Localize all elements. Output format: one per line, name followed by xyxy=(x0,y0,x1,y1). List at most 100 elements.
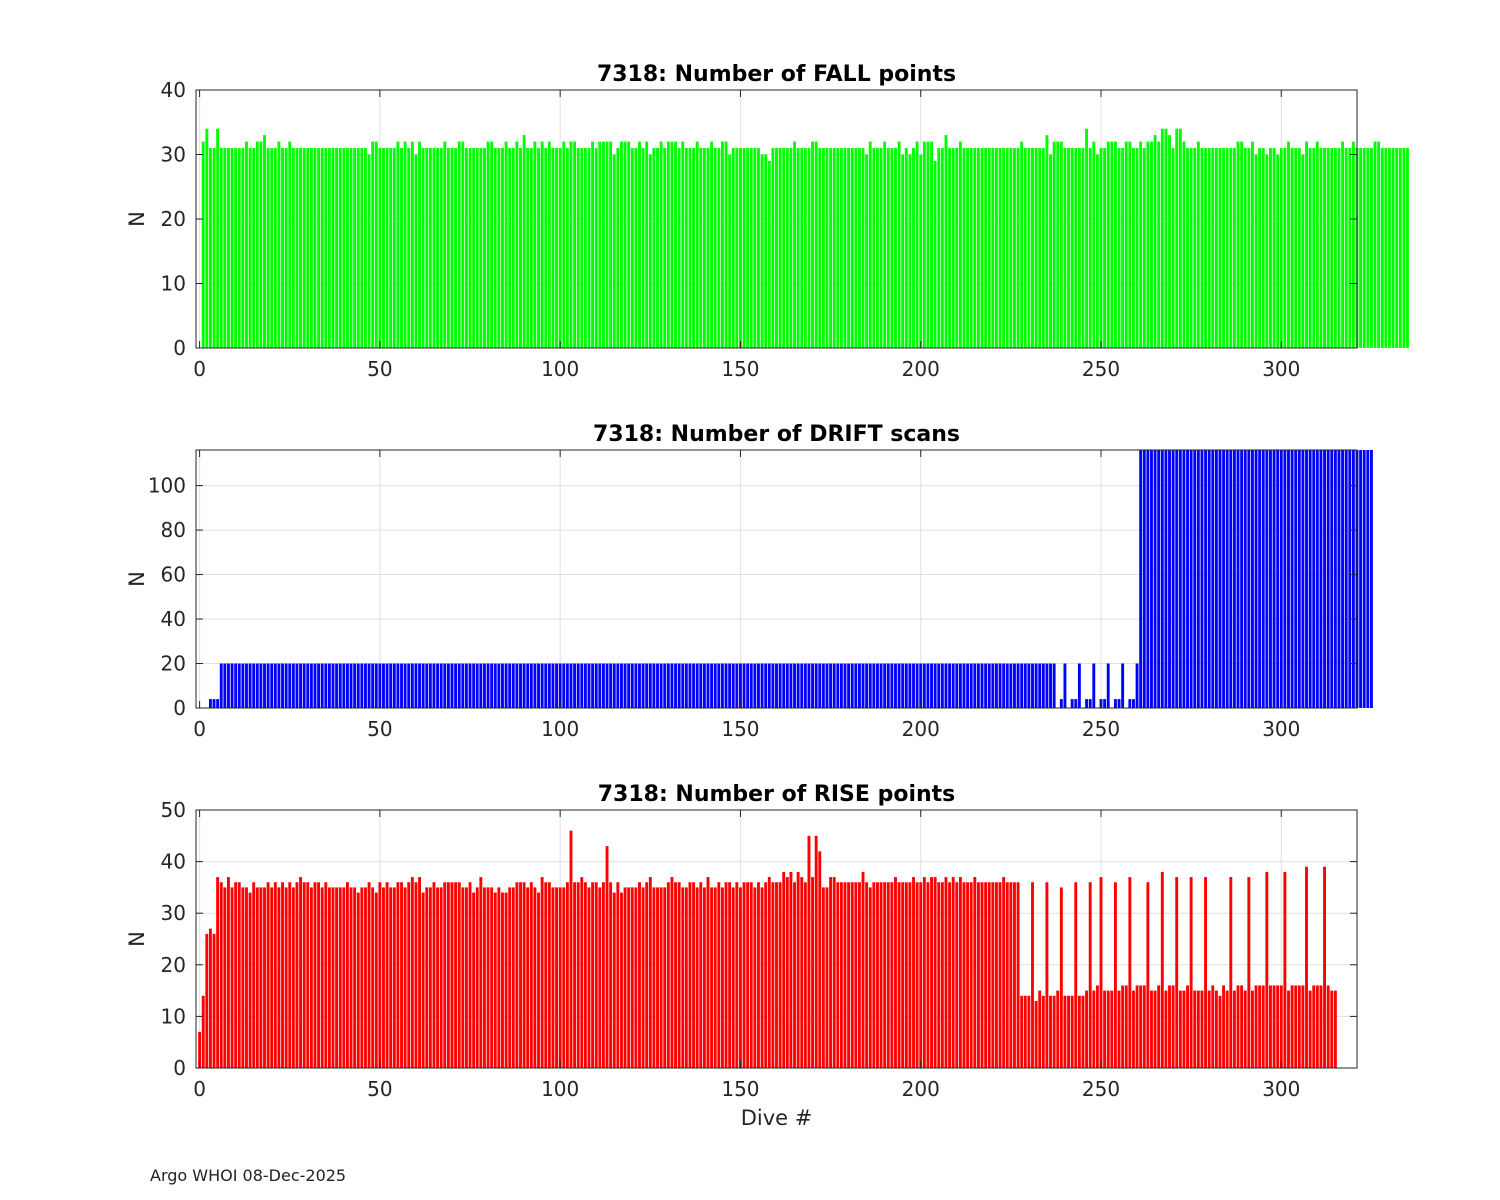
bar xyxy=(353,663,357,708)
bar xyxy=(374,892,378,1068)
bar xyxy=(814,141,818,348)
bar xyxy=(446,663,450,708)
x-tick-label: 50 xyxy=(367,717,392,741)
bar xyxy=(695,141,699,348)
bar xyxy=(504,663,508,708)
bar xyxy=(966,882,970,1068)
bar xyxy=(544,663,548,708)
bar xyxy=(576,148,580,348)
bar xyxy=(295,882,299,1068)
bar xyxy=(349,148,353,348)
bar xyxy=(1380,148,1384,348)
bar xyxy=(1261,450,1265,708)
bar xyxy=(1049,663,1052,708)
bar xyxy=(933,877,937,1068)
bar xyxy=(1265,450,1269,708)
bar xyxy=(641,663,645,708)
bar xyxy=(432,148,436,348)
bar xyxy=(897,882,901,1068)
bar xyxy=(1063,663,1067,708)
bar xyxy=(486,887,490,1068)
bar xyxy=(1362,148,1366,348)
bar xyxy=(1196,990,1200,1068)
bar xyxy=(785,148,789,348)
bar xyxy=(1305,141,1308,348)
bar xyxy=(937,148,941,348)
bar xyxy=(710,141,714,348)
bar xyxy=(1171,985,1175,1068)
bar xyxy=(1052,663,1056,708)
bar xyxy=(735,882,739,1068)
x-axis-label: Dive # xyxy=(741,1106,813,1130)
bar xyxy=(811,141,814,348)
bar xyxy=(868,141,872,348)
bar xyxy=(345,663,349,708)
bar xyxy=(1250,990,1254,1068)
bar xyxy=(439,148,443,348)
bar xyxy=(1063,995,1067,1068)
bar xyxy=(1074,148,1078,348)
bar xyxy=(558,663,562,708)
bar xyxy=(609,663,613,708)
bar xyxy=(1287,990,1290,1068)
bar xyxy=(821,663,825,708)
bar xyxy=(670,141,674,348)
bar xyxy=(479,877,483,1068)
bar xyxy=(1186,148,1189,348)
bar xyxy=(309,148,313,348)
bar xyxy=(739,148,742,348)
bar xyxy=(695,887,699,1068)
bar xyxy=(951,148,955,348)
bar xyxy=(800,148,804,348)
bar xyxy=(1308,450,1312,708)
bar xyxy=(912,877,915,1068)
bar xyxy=(757,882,760,1068)
bar xyxy=(829,148,833,348)
bar xyxy=(803,148,807,348)
bar xyxy=(868,887,872,1068)
bar xyxy=(1095,985,1099,1068)
bar xyxy=(612,154,616,348)
bar xyxy=(1243,450,1247,708)
bar xyxy=(998,148,1002,348)
bar xyxy=(291,663,295,708)
bar xyxy=(908,882,912,1068)
bar xyxy=(446,148,450,348)
bar xyxy=(1214,990,1218,1068)
bar xyxy=(1323,866,1326,1068)
bar xyxy=(1254,450,1258,708)
y-tick-label: 20 xyxy=(161,207,186,231)
bar xyxy=(457,663,461,708)
bar xyxy=(400,148,403,348)
bar xyxy=(944,663,948,708)
bar xyxy=(720,887,724,1068)
bar xyxy=(1045,663,1049,708)
bar xyxy=(767,160,771,348)
bar xyxy=(742,882,746,1068)
bar xyxy=(248,663,252,708)
bar xyxy=(320,663,324,708)
bar xyxy=(973,663,977,708)
bar xyxy=(1142,450,1146,708)
bar xyxy=(439,663,443,708)
bar xyxy=(944,877,948,1068)
bar xyxy=(876,663,879,708)
bar xyxy=(778,663,782,708)
drift-panel: 0 50 100 150 200 250 300 0 20 40 60 80 100 7318: Numb… xyxy=(125,422,1373,741)
bar xyxy=(1193,990,1197,1068)
bar xyxy=(573,141,577,348)
bar xyxy=(327,887,331,1068)
bar xyxy=(1211,148,1215,348)
bar xyxy=(1142,148,1146,348)
bar xyxy=(219,882,223,1068)
bar xyxy=(587,148,591,348)
bar xyxy=(958,663,962,708)
bar xyxy=(605,663,609,708)
bar xyxy=(540,877,544,1068)
bar xyxy=(263,135,266,348)
bar xyxy=(731,148,735,348)
bar xyxy=(987,148,991,348)
bar xyxy=(951,663,955,708)
bar xyxy=(396,141,400,348)
bar xyxy=(1312,985,1316,1068)
